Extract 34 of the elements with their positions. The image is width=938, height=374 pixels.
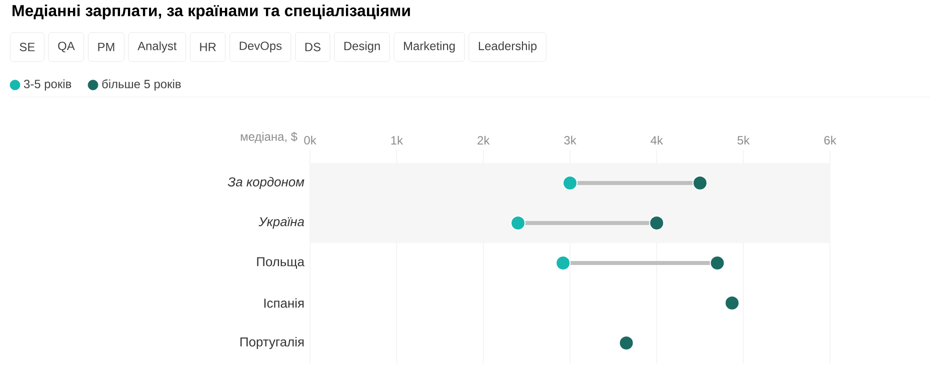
text: Analyst	[138, 41, 177, 53]
legend-label: 3-5 років	[24, 79, 72, 91]
text: Marketing	[404, 41, 455, 53]
point	[649, 216, 664, 230]
point	[562, 176, 578, 190]
point	[618, 336, 634, 351]
point	[510, 216, 526, 230]
y-tick-label: Португалія	[240, 336, 304, 350]
x-tick-label: 0k	[304, 136, 316, 144]
y-tick-label: Іспанія	[264, 298, 304, 308]
x-tick-label: 6k	[824, 136, 836, 144]
text: Leadership	[478, 41, 537, 53]
x-tick-label: 2k	[478, 136, 490, 144]
y-tick-label: За кордоном	[228, 176, 304, 190]
text: HR	[200, 42, 216, 52]
y-tick-label: Україна	[258, 217, 304, 229]
point	[724, 296, 740, 310]
point	[692, 176, 708, 190]
chart-title: Медіанні зарплати, за країнами та спеціалізаціями	[12, 4, 410, 20]
text: SE	[20, 42, 35, 52]
x-tick-label: 3k	[564, 136, 576, 144]
y-tick-label: Польща	[257, 257, 304, 269]
text: PM	[98, 42, 114, 52]
text: DS	[305, 42, 320, 52]
legend-label: більше 5 років	[102, 79, 181, 91]
x-tick-label: 5k	[738, 136, 750, 144]
x-tick-label: 1k	[391, 136, 404, 144]
point	[556, 256, 571, 270]
x-tick-label: 4k	[650, 136, 664, 144]
point	[710, 256, 725, 270]
text: QA	[58, 42, 75, 52]
text: DevOps	[240, 42, 282, 52]
text: Design	[344, 41, 380, 53]
x-axis-title: медіана, $	[240, 132, 298, 144]
